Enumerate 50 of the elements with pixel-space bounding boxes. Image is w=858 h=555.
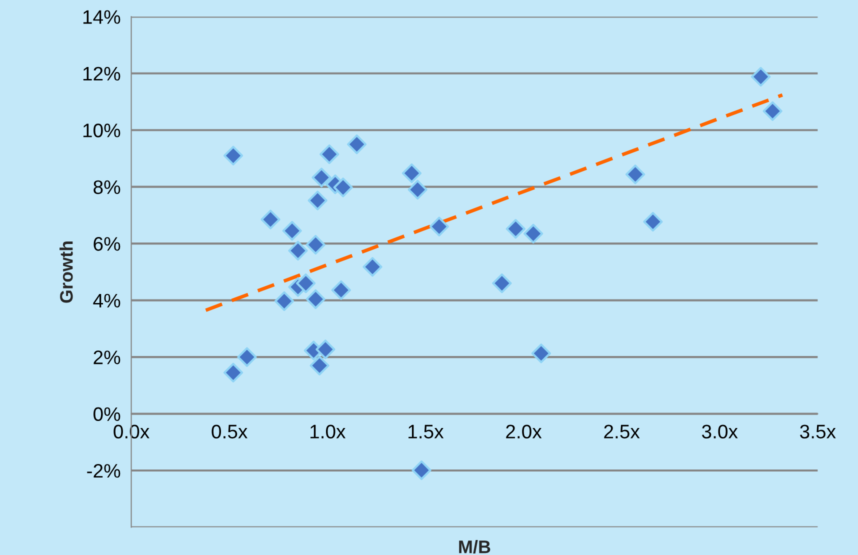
y-tick-label: -2% — [87, 464, 120, 478]
point — [331, 280, 351, 300]
point — [308, 190, 328, 210]
y-tick-label: 4% — [93, 294, 120, 308]
y-axis-title: Growth — [60, 241, 73, 303]
x-tick-label: 3.0x — [702, 424, 738, 438]
point — [320, 144, 340, 164]
y-tick-label: 2% — [94, 350, 120, 364]
x-tick-label: 2.5x — [604, 424, 640, 438]
y-tick-label: 6% — [94, 237, 120, 251]
y-tick-label: 12% — [83, 66, 120, 81]
point — [762, 101, 782, 121]
point — [531, 344, 551, 364]
y-tick-label: 8% — [94, 180, 120, 194]
point — [310, 356, 330, 376]
point — [643, 212, 663, 232]
point — [492, 273, 512, 294]
point — [296, 273, 316, 294]
point — [223, 146, 244, 166]
point — [750, 66, 771, 87]
y-tick-label: 10% — [83, 124, 120, 138]
point — [506, 219, 526, 239]
point — [316, 340, 336, 360]
x-axis-title: M/B — [459, 540, 490, 554]
x-tick-label: 0.0x — [114, 424, 150, 438]
point — [274, 291, 294, 311]
point — [346, 134, 367, 154]
point — [237, 347, 257, 367]
point — [282, 220, 302, 241]
point — [288, 240, 308, 261]
point — [408, 180, 428, 200]
x-tick-label: 2.0x — [506, 424, 542, 438]
point — [412, 460, 432, 480]
y-tick-label: 0% — [94, 407, 120, 422]
point — [625, 164, 646, 184]
x-tick-label: 1.5x — [408, 424, 444, 438]
x-tick-label: 0.5x — [212, 424, 248, 438]
point — [362, 257, 382, 277]
point — [306, 289, 326, 310]
y-tick-label: 14% — [83, 10, 120, 24]
point — [402, 163, 422, 184]
point — [260, 210, 280, 230]
point — [306, 234, 326, 255]
point — [429, 216, 450, 236]
point — [523, 224, 544, 244]
x-tick-label: 1.0x — [310, 424, 346, 438]
point — [223, 362, 244, 382]
point — [312, 168, 332, 188]
x-tick-label: 3.5x — [800, 424, 836, 438]
point — [333, 178, 353, 198]
